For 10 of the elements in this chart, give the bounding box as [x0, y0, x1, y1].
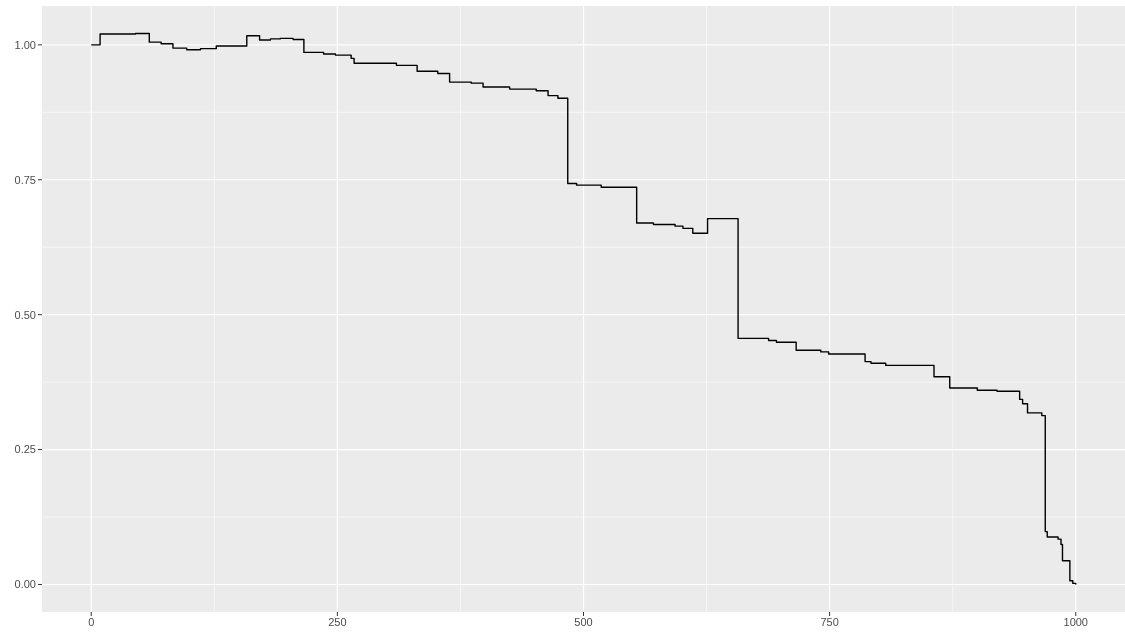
y-tick-label: 1.00	[14, 38, 36, 51]
x-tick-label: 750	[820, 615, 839, 628]
x-tick-label: 500	[574, 615, 593, 628]
x-tick-label: 0	[88, 615, 95, 628]
y-tick-label: 0.75	[14, 173, 36, 186]
y-tick-label: 0.00	[14, 578, 36, 591]
y-tick-label: 0.25	[14, 443, 36, 456]
x-tick-label: 1000	[1063, 615, 1089, 628]
x-tick-label: 250	[328, 615, 347, 628]
y-tick-label: 0.50	[14, 308, 36, 321]
